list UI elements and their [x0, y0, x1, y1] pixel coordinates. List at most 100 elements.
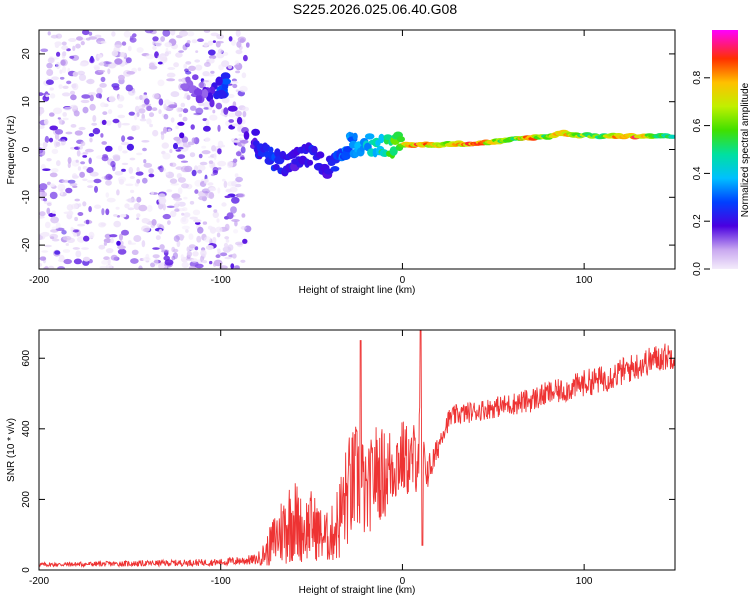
noise-speckle	[43, 198, 48, 202]
noise-speckle	[161, 249, 170, 253]
noise-speckle	[116, 189, 120, 196]
noise-speckle	[121, 122, 130, 126]
noise-speckle	[219, 265, 228, 269]
noise-speckle	[51, 148, 59, 155]
noise-speckle	[202, 80, 210, 83]
noise-speckle	[196, 164, 206, 172]
noise-speckle	[55, 61, 61, 70]
noise-speckle	[153, 258, 159, 266]
noise-speckle	[51, 76, 59, 81]
noise-speckle	[235, 89, 240, 92]
noise-speckle	[195, 50, 199, 53]
ridge-mark	[397, 136, 405, 143]
noise-speckle	[191, 39, 198, 44]
noise-speckle	[243, 54, 248, 62]
noise-speckle	[96, 87, 103, 95]
ridge-mark	[220, 72, 231, 80]
colorbar: 0.0 0.2 0.4 0.6 0.8 Normalized spectral ampl…	[692, 30, 750, 276]
noise-speckle	[217, 148, 222, 155]
noise-speckle	[203, 236, 212, 243]
noise-speckle	[202, 260, 208, 264]
noise-speckle	[191, 258, 198, 263]
noise-speckle	[78, 145, 83, 150]
noise-speckle	[232, 123, 239, 127]
noise-speckle	[56, 160, 61, 167]
noise-speckle	[104, 175, 108, 180]
colorbar-tick-label: 0.4	[692, 166, 703, 180]
noise-speckle	[187, 31, 195, 37]
noise-speckle	[177, 154, 186, 160]
noise-speckle	[198, 81, 206, 89]
noise-speckle	[69, 104, 78, 110]
ridge-mark	[268, 146, 274, 153]
noise-speckle	[73, 247, 80, 250]
noise-speckle	[195, 64, 203, 71]
noise-speckle	[160, 133, 165, 140]
noise-speckle	[129, 157, 136, 161]
noise-speckle	[215, 41, 221, 48]
noise-speckle	[202, 221, 208, 225]
noise-speckle	[232, 158, 238, 163]
noise-speckle	[239, 156, 246, 161]
noise-speckle	[182, 142, 188, 147]
noise-speckle	[231, 39, 236, 46]
noise-speckle	[70, 94, 77, 101]
noise-speckle	[158, 98, 164, 106]
noise-speckle	[113, 220, 121, 228]
noise-speckle	[209, 260, 213, 265]
noise-speckle	[94, 204, 102, 209]
noise-speckle	[67, 157, 72, 164]
x-tick-label: 100	[576, 275, 593, 286]
ridge-mark	[311, 145, 318, 154]
noise-speckle	[51, 238, 60, 242]
ridge-mark	[236, 116, 243, 125]
ridge-mark	[378, 133, 385, 144]
noise-speckle	[89, 94, 94, 102]
noise-speckle	[80, 141, 86, 147]
noise-speckle	[56, 51, 61, 57]
noise-speckle	[165, 172, 169, 176]
noise-speckle	[125, 57, 132, 64]
noise-speckle	[196, 235, 202, 243]
noise-speckle	[173, 235, 180, 242]
noise-speckle	[239, 85, 248, 93]
noise-speckle	[98, 244, 106, 250]
noise-speckle	[42, 168, 51, 171]
noise-speckle	[75, 159, 79, 163]
noise-speckle	[136, 213, 141, 218]
noise-speckle	[49, 191, 58, 200]
noise-speckle	[59, 76, 65, 80]
y-tick-label: 400	[21, 420, 32, 437]
noise-speckle	[216, 232, 221, 238]
noise-speckle	[221, 96, 230, 104]
noise-speckle	[47, 31, 51, 36]
noise-speckle	[151, 191, 154, 195]
noise-speckle	[94, 66, 100, 71]
noise-speckle	[138, 204, 148, 212]
noise-speckle	[148, 65, 158, 70]
ridge-mark	[364, 133, 375, 140]
noise-speckle	[46, 207, 51, 215]
noise-speckle	[223, 180, 228, 188]
noise-speckle	[151, 219, 157, 226]
noise-speckle	[201, 150, 211, 155]
noise-speckle	[197, 226, 204, 234]
noise-speckle	[169, 178, 178, 184]
ridge-mark	[223, 107, 229, 115]
ridge-mark	[272, 163, 280, 171]
ridge-mark	[180, 83, 189, 90]
noise-speckle	[181, 261, 189, 268]
ridge-mark	[251, 128, 260, 136]
ridge-mark	[193, 88, 203, 96]
noise-speckle	[224, 223, 230, 231]
ridge-mark	[221, 78, 231, 85]
noise-speckle	[198, 153, 203, 159]
noise-speckle	[121, 168, 126, 172]
noise-speckle	[53, 107, 62, 115]
spectrogram-x-axis: -200 -100 0 100	[29, 30, 593, 286]
noise-speckle	[148, 168, 154, 174]
noise-speckle	[157, 54, 166, 62]
noise-speckle	[233, 229, 239, 234]
noise-speckle	[73, 110, 80, 117]
noise-speckle	[72, 229, 80, 233]
